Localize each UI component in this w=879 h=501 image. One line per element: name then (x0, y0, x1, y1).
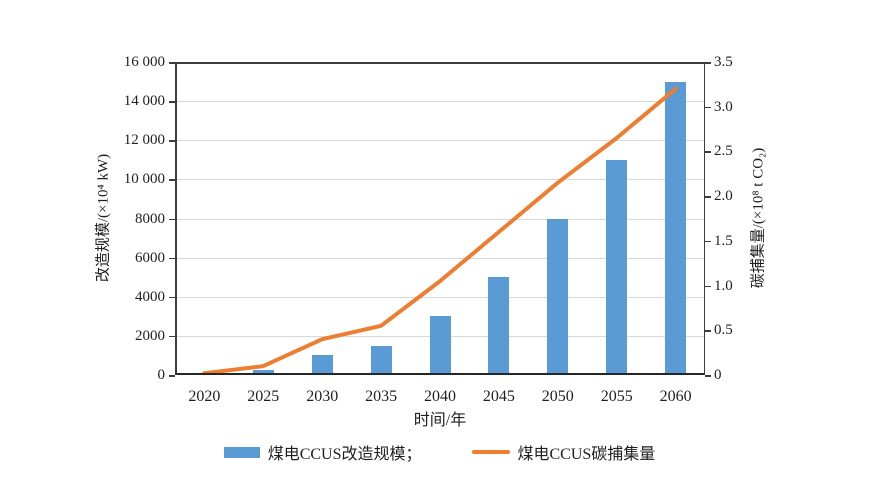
x-axis-tick-label: 2055 (600, 388, 633, 405)
bar-series-swatch (223, 446, 260, 458)
left-axis-line (175, 62, 177, 375)
right-axis-tick-label: 2.0 (714, 188, 733, 205)
legend-label-bar-series: 煤电CCUS改造规模； (267, 446, 422, 463)
left-axis-tick-mark (169, 140, 175, 142)
right-axis-tick-label: 3.0 (714, 98, 733, 115)
x-axis-tick-label: 2020 (188, 388, 221, 405)
left-axis-tick-label: 0 (157, 367, 166, 383)
right-axis-line (703, 62, 705, 375)
x-axis-tick-label: 2030 (306, 388, 339, 405)
left-axis-tick-mark (169, 257, 175, 260)
left-axis-tick-mark (169, 62, 175, 64)
x-axis-title: 时间/年 (413, 412, 467, 429)
left-axis-title: 改造规模/(×10⁴ kW) (95, 153, 112, 283)
left-axis-tick-mark (169, 179, 175, 181)
gridline (175, 218, 705, 220)
right-axis-tick-label: 1.0 (714, 277, 733, 294)
x-axis-tick-label: 2025 (247, 388, 280, 405)
bar (488, 277, 510, 375)
bar (429, 316, 451, 375)
right-axis-tick-mark (705, 375, 711, 377)
plot-area (175, 62, 705, 376)
line-series-layer (202, 86, 678, 376)
left-axis-tick-mark (169, 101, 175, 103)
gridline (175, 257, 705, 259)
left-axis-tick-label: 16 000 (123, 54, 165, 70)
right-axis-tick-mark (705, 196, 711, 198)
left-axis-tick-mark (169, 375, 175, 377)
bar (370, 345, 392, 375)
left-axis-tick-label: 2000 (135, 327, 165, 344)
x-axis-tick-label: 2040 (424, 388, 456, 405)
right-axis-tick-mark (705, 240, 711, 243)
right-axis-tick-mark (705, 151, 711, 153)
left-axis-tick-label: 14 000 (123, 93, 165, 110)
gridline (175, 140, 705, 142)
right-axis-tick-label: 0 (714, 367, 722, 383)
x-axis-tick-label: 2035 (365, 388, 398, 405)
right-axis-tick-mark (705, 285, 711, 288)
legend-item-bar-series: 煤电CCUS改造规模； (223, 440, 422, 464)
left-axis-tick-mark (169, 335, 175, 338)
left-axis-tick-mark (169, 218, 175, 220)
gridline (175, 296, 705, 298)
legend-item-line-series: 煤电CCUS碳捕集量 (471, 440, 656, 464)
plot-top-spine (175, 62, 705, 64)
right-axis-tick-label: 0.5 (714, 322, 733, 339)
right-axis-tick-label: 2.5 (714, 143, 733, 160)
right-axis-tick-mark (705, 106, 711, 109)
left-axis-tick-label: 6000 (135, 249, 165, 266)
bar (665, 81, 687, 375)
line-series-swatch (471, 450, 510, 454)
left-axis-tick-label: 12 000 (123, 132, 165, 149)
gridline (175, 101, 705, 103)
line-series-path (202, 86, 678, 376)
left-axis-tick-label: 10 000 (123, 171, 165, 188)
left-axis-tick-label: 8000 (135, 210, 165, 227)
bar (606, 159, 628, 375)
left-axis-tick-label: 4000 (135, 288, 165, 305)
bar (547, 218, 569, 375)
legend-label-line-series: 煤电CCUS碳捕集量 (517, 446, 656, 463)
x-axis-tick-label: 2050 (541, 388, 574, 405)
left-axis-tick-mark (169, 296, 175, 299)
x-axis-tick-label: 2060 (659, 388, 692, 405)
x-axis-line (175, 373, 705, 375)
x-axis-tick-label: 2045 (482, 388, 515, 405)
right-axis-title: 碳捕集量/(×10⁸ t CO₂) (750, 147, 767, 289)
right-axis-tick-label: 3.5 (714, 54, 733, 70)
legend: 煤电CCUS改造规模； 煤电CCUS碳捕集量 (0, 440, 879, 464)
bar (311, 355, 333, 375)
right-axis-tick-mark (705, 330, 711, 332)
right-axis-tick-mark (705, 62, 711, 64)
bar (252, 370, 274, 375)
gridline (175, 179, 705, 181)
right-axis-tick-label: 1.5 (714, 232, 733, 249)
